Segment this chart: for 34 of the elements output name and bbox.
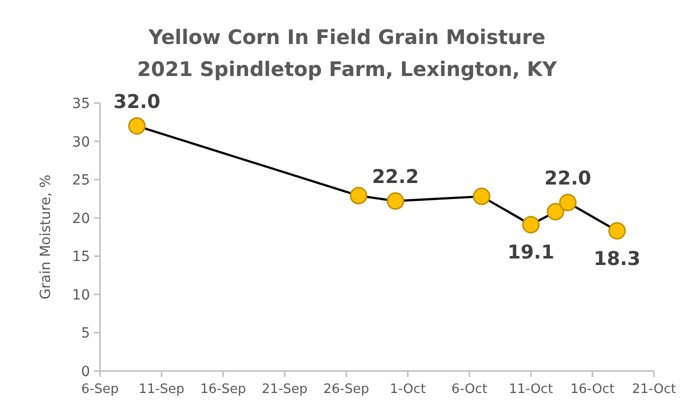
point — [472, 188, 490, 206]
y-tick-label: 25 — [72, 172, 90, 189]
chart-title: Yellow Corn In Field Grain Moisture — [148, 25, 546, 49]
x-tick-label: 6-Oct — [451, 382, 488, 397]
y-axis-title: Grain Moisture, % — [38, 174, 54, 300]
x-tick-label: 21-Sep — [262, 382, 308, 397]
y-tick-label: 5 — [81, 326, 90, 342]
point — [522, 216, 540, 234]
point — [546, 202, 564, 220]
x-tick-label: 6-Sep — [81, 382, 119, 397]
x-tick-label: 21-Oct — [632, 382, 676, 397]
data-label: 18.3 — [594, 248, 641, 270]
data-label: 19.1 — [507, 242, 554, 264]
x-tick-label: 16-Sep — [200, 382, 246, 397]
point — [386, 192, 404, 210]
x-tick-label: 16-Oct — [570, 382, 614, 397]
data-label: 22.0 — [544, 168, 592, 190]
x-tick-label: 11-Sep — [138, 382, 184, 397]
chart-subtitle: 2021 Spindletop Farm, Lexington, KY — [137, 57, 558, 81]
data-label: 32.0 — [113, 90, 160, 113]
x-tick-label: 26-Sep — [323, 382, 370, 397]
x-tick-label: 11-Oct — [508, 382, 553, 397]
point — [608, 222, 626, 240]
point — [128, 117, 146, 135]
data-label: 22.2 — [372, 166, 419, 188]
y-tick-label: 0 — [81, 364, 90, 380]
x-tick-label: 1-Oct — [390, 382, 426, 397]
y-tick-label: 35 — [72, 96, 90, 112]
point — [559, 194, 577, 212]
y-tick-label: 15 — [72, 249, 90, 266]
y-tick-label: 30 — [72, 134, 90, 150]
y-tick-label: 20 — [72, 210, 90, 227]
point — [350, 186, 368, 204]
y-tick-label: 10 — [72, 287, 90, 304]
